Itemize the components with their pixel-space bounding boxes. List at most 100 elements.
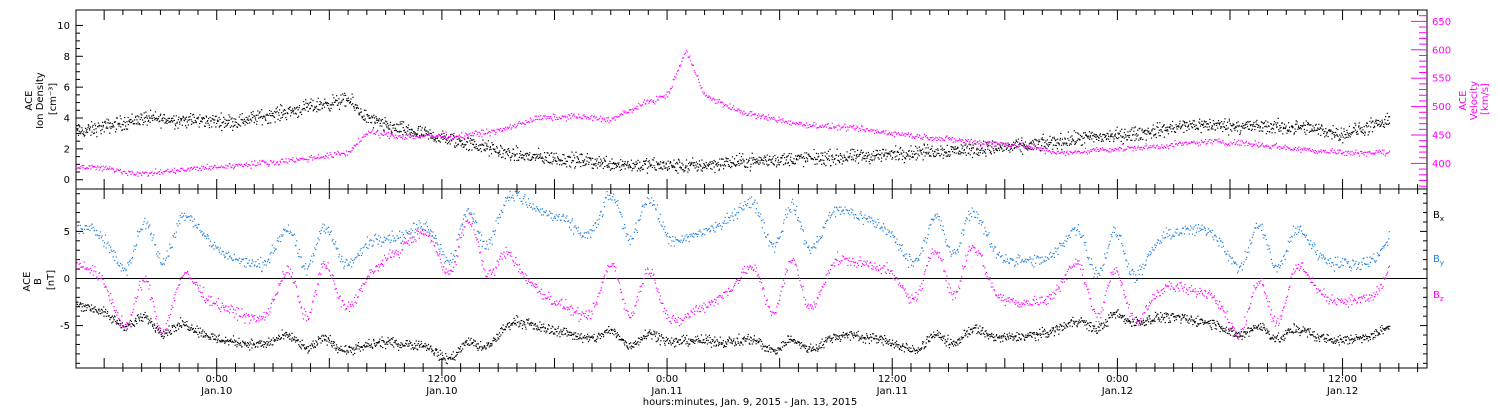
data-point [446,363,448,365]
data-point [716,102,718,104]
data-point [368,117,370,119]
data-point [823,126,825,128]
data-point [247,346,249,348]
data-point [254,115,256,117]
data-point [1162,147,1164,149]
data-point [393,124,395,126]
data-point [259,160,261,162]
data-point [1111,135,1113,137]
data-point [1322,129,1324,131]
data-point [1216,124,1218,126]
data-point [451,140,453,142]
data-point [712,162,714,164]
data-point [221,166,223,168]
data-point [1059,139,1061,141]
data-point [212,166,215,168]
data-point [1179,120,1181,122]
data-point [803,166,805,168]
data-point [529,322,531,324]
data-point [977,152,979,154]
data-point [152,324,154,326]
data-point [458,134,461,136]
data-point [917,153,919,155]
data-point [743,110,745,112]
data-point [180,317,182,319]
data-point [436,355,438,357]
data-point [243,342,245,344]
data-point [888,132,891,134]
data-point [133,173,135,175]
data-point [209,337,211,339]
data-point [225,340,227,342]
data-point [1219,141,1221,143]
data-point [118,169,120,171]
data-point [302,107,304,110]
data-point [105,308,107,311]
data-point [1087,136,1089,138]
data-point [307,352,309,354]
data-point [252,164,254,166]
data-point [323,106,326,108]
data-point [151,117,153,120]
data-point [882,131,884,133]
top-panel-frame [75,9,1428,190]
data-point [156,118,159,120]
data-point [1177,125,1179,128]
data-point [954,141,956,143]
data-point [464,344,466,346]
data-point [130,320,133,322]
data-point [1286,132,1288,134]
data-point [490,148,492,150]
data-point [1068,153,1070,155]
data-point [953,152,955,154]
data-point [391,124,393,126]
data-point [145,111,147,113]
data-point [1274,132,1276,134]
data-point [897,132,899,134]
data-point [1193,140,1195,142]
data-point [1023,144,1025,146]
data-point [994,148,997,150]
data-point [226,124,228,126]
data-point [189,327,191,329]
data-point [1104,149,1106,151]
data-point [664,167,666,169]
data-point [1386,123,1388,125]
data-point [287,112,289,115]
data-point [871,159,873,161]
data-point [434,352,436,354]
data-point [252,117,254,119]
data-point [247,122,249,124]
data-point [510,128,512,130]
data-point [357,106,359,108]
data-point [455,142,457,144]
data-point [672,166,674,168]
data-point [721,164,723,166]
data-point [849,153,851,155]
data-point [816,158,818,160]
data-point [183,324,185,326]
data-point [499,150,501,152]
data-point [537,157,539,159]
data-point [330,342,332,344]
data-point [739,110,741,112]
data-point [839,154,841,156]
data-point [381,134,383,136]
data-point [1140,146,1143,148]
data-point [1257,124,1259,126]
data-point [315,105,318,107]
data-point [213,119,215,121]
data-point [149,121,151,123]
data-point [435,137,437,139]
data-point [901,132,903,134]
data-point [410,136,412,139]
data-point [358,141,360,143]
data-point [605,155,607,157]
data-point [1147,131,1149,133]
data-point [272,161,274,163]
data-point [219,118,221,121]
data-point [589,157,591,160]
velocity-ylabel: ACE Velocity [km/s] [1458,78,1491,120]
data-point [625,163,627,165]
data-point [167,168,169,170]
